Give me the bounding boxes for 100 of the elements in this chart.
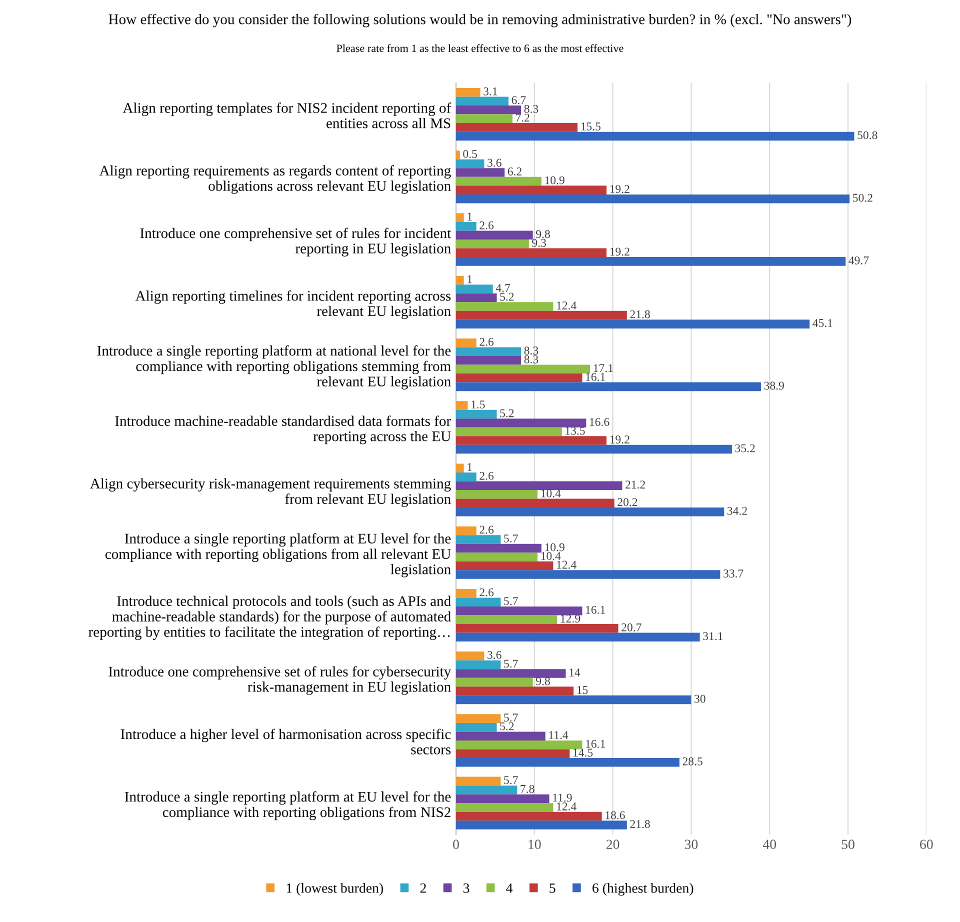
- bar: [456, 320, 810, 328]
- data-label: 16.6: [590, 418, 610, 426]
- bar: [456, 176, 542, 186]
- data-label: 8.3: [524, 104, 538, 113]
- bar: [456, 570, 720, 579]
- bar: [456, 310, 627, 320]
- y-tick-label: Introduce technical protocols and tools (such as APIs and machine-readable standards) for the purpose of automated reporting by entities to facilitate the integration of reporting…: [88, 596, 451, 640]
- bar: [456, 786, 518, 794]
- bar: [456, 561, 554, 570]
- bar: [456, 535, 501, 544]
- data-label: 34.2: [727, 506, 747, 515]
- data-label: 5.7: [504, 776, 518, 784]
- bar: [456, 444, 732, 454]
- data-label: 8.3: [524, 346, 538, 355]
- data-label: 5.7: [504, 534, 518, 542]
- data-label: 2.6: [480, 588, 494, 596]
- data-label: 3.1: [484, 87, 498, 96]
- bar: [456, 106, 522, 114]
- bar: [456, 338, 476, 348]
- bar: [456, 123, 578, 132]
- data-label: 16.1: [586, 740, 605, 748]
- bar: [456, 624, 618, 633]
- bar: [456, 660, 501, 670]
- data-label: 14.5: [573, 748, 593, 757]
- bar: [456, 732, 546, 740]
- data-label: 6.2: [508, 168, 522, 176]
- data-label: 9.8: [536, 230, 550, 238]
- bar: [456, 186, 607, 194]
- data-label: 1.5: [472, 400, 485, 408]
- bar: [456, 820, 627, 830]
- y-tick-label: Align reporting requirements as regards content of reporting obligations across relevant EU legislation: [99, 165, 451, 194]
- bar: [456, 88, 480, 97]
- bar: [456, 401, 468, 410]
- bar: [456, 364, 590, 374]
- data-label: 2.6: [480, 526, 494, 534]
- data-label: 10.4: [541, 552, 561, 560]
- bar: [456, 284, 493, 294]
- y-tick-label: Align reporting templates for NIS2 incident reporting of entities across all MS: [122, 102, 452, 128]
- y-tick-label: Align cybersecurity risk-management requirements stemming from relevant EU legislation: [90, 478, 451, 507]
- data-label: 2.6: [480, 338, 494, 346]
- bar: [456, 302, 554, 311]
- legend-label: 6 (highest burden): [592, 883, 694, 896]
- bar: [456, 427, 562, 436]
- bar: [456, 526, 476, 536]
- data-label: 12.4: [557, 802, 576, 810]
- data-label: 12.4: [557, 560, 576, 569]
- data-label: 5.2: [500, 722, 514, 730]
- legend-label: 3: [463, 883, 470, 893]
- data-label: 18.6: [606, 811, 625, 820]
- data-label: 0.5: [463, 150, 477, 158]
- bar: [456, 794, 550, 804]
- bar: [456, 686, 574, 696]
- y-tick-label: Align reporting timelines for incident reporting across relevant EU legislation: [135, 290, 451, 320]
- legend-label: 2: [420, 883, 426, 893]
- bar: [456, 248, 607, 258]
- bar: [456, 552, 538, 562]
- y-tick-label: Introduce one comprehensive set of rules for cybersecurity risk-management in EU legislation: [108, 666, 452, 695]
- data-label: 20.7: [622, 623, 642, 632]
- data-label: 4.7: [496, 284, 510, 292]
- y-tick-label: Introduce one comprehensive set of rules for incident reporting in EU legislation: [140, 228, 452, 256]
- bar: [456, 695, 692, 704]
- bar: [456, 293, 497, 302]
- bar: [456, 114, 512, 124]
- bar: [456, 257, 846, 266]
- bar: [456, 222, 476, 231]
- y-tick-label: Introduce a single reporting platform at national level for the compliance with reporting obligations stemming from relevant EU legislation: [97, 345, 451, 390]
- data-label: 33.7: [724, 570, 744, 578]
- data-label: 19.2: [610, 248, 630, 256]
- y-tick-label: Introduce machine-readable standardised data formats for reporting across the EU: [115, 416, 452, 444]
- bar: [456, 374, 582, 382]
- x-tick-label: 50: [842, 840, 854, 850]
- data-label: 16.1: [586, 372, 605, 381]
- data-label: 21.2: [626, 480, 645, 489]
- bar: [456, 132, 854, 141]
- bar: [456, 418, 586, 428]
- bar: [456, 669, 566, 678]
- bar: [456, 472, 476, 482]
- bar: [456, 410, 497, 419]
- data-label: 6.7: [512, 96, 526, 104]
- data-label: 30: [694, 694, 706, 703]
- data-label: 50.8: [858, 131, 878, 140]
- bar: [456, 356, 522, 365]
- data-label: 5.2: [500, 409, 514, 418]
- data-label: 7.2: [516, 114, 530, 122]
- data-label: 9.3: [532, 238, 546, 247]
- bar: [456, 758, 680, 767]
- bar: [456, 652, 484, 660]
- bar: [456, 150, 460, 160]
- bar: [456, 588, 476, 598]
- bar: [456, 606, 582, 616]
- data-label: 17.1: [594, 364, 613, 372]
- bar: [456, 678, 533, 687]
- data-label: 50.2: [853, 194, 872, 202]
- bar: [456, 722, 497, 732]
- x-tick-label: 10: [528, 840, 541, 850]
- bar: [456, 194, 850, 204]
- data-label: 11.9: [553, 794, 572, 802]
- bar: [456, 213, 464, 222]
- data-label: 14: [570, 668, 580, 676]
- legend-label: 5: [550, 884, 556, 893]
